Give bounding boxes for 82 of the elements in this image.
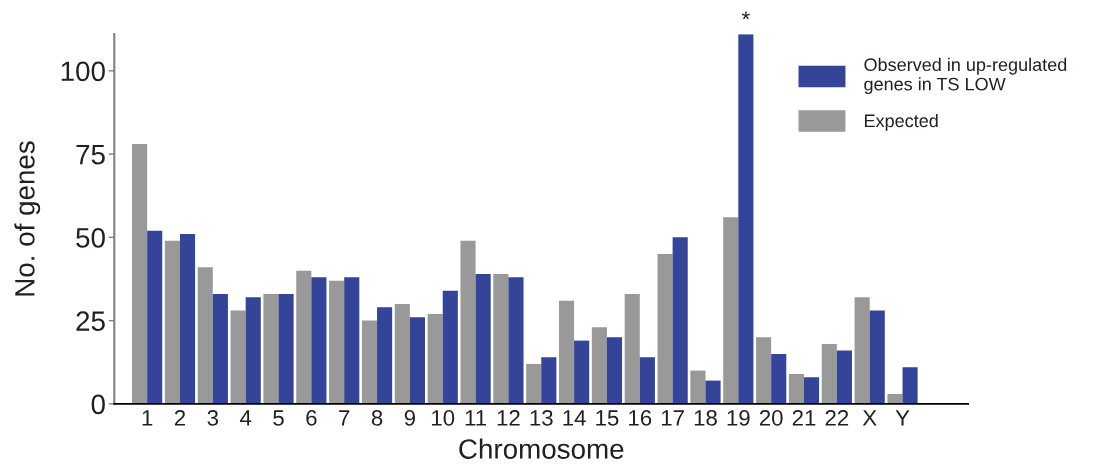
bar xyxy=(821,343,837,404)
bar xyxy=(230,310,246,404)
x-tick-label: 16 xyxy=(629,410,652,426)
bar xyxy=(329,280,345,404)
bar xyxy=(427,313,443,404)
bar xyxy=(179,234,196,404)
bar xyxy=(591,327,607,404)
x-tick-label: 14 xyxy=(563,410,586,426)
y-tick-label: 100 xyxy=(61,61,105,82)
bar xyxy=(541,357,557,404)
x-tick-label: 6 xyxy=(306,410,317,426)
bar xyxy=(869,310,885,404)
bar xyxy=(197,267,213,404)
bar xyxy=(836,350,852,404)
bar xyxy=(377,307,393,404)
y-tick-label: 75 xyxy=(76,145,105,165)
bar xyxy=(278,293,294,404)
bar xyxy=(738,34,754,404)
bar xyxy=(475,273,491,404)
bar xyxy=(344,277,360,404)
bar xyxy=(771,353,787,404)
bar xyxy=(311,277,327,404)
x-tick-label: 11 xyxy=(465,410,487,426)
bar xyxy=(409,317,425,404)
bar xyxy=(558,300,575,404)
x-tick-label: 8 xyxy=(371,410,383,426)
legend-label: Expected xyxy=(865,113,938,131)
x-tick-label: 3 xyxy=(207,410,219,426)
y-tick-label: 0 xyxy=(91,394,105,415)
bar xyxy=(672,237,688,404)
x-tick-label: 4 xyxy=(240,410,252,426)
y-axis-title: No. of genes xyxy=(14,141,41,296)
bar xyxy=(460,240,476,404)
bar xyxy=(756,337,772,404)
bar xyxy=(606,337,623,404)
x-tick-label: 19 xyxy=(727,410,750,426)
x-tick-label: 22 xyxy=(825,410,849,426)
bar xyxy=(854,297,870,404)
bar xyxy=(705,380,721,404)
bar xyxy=(902,367,918,404)
bar xyxy=(723,217,739,404)
bar xyxy=(245,297,261,404)
bar xyxy=(394,303,410,404)
x-tick-label: 5 xyxy=(273,410,284,426)
x-tick-label: X xyxy=(862,410,877,426)
bar xyxy=(690,370,706,404)
x-tick-label: 21 xyxy=(792,410,816,426)
x-tick-label: 10 xyxy=(432,410,455,426)
bar xyxy=(526,363,542,404)
bar xyxy=(132,144,148,404)
bar xyxy=(508,277,524,404)
y-tick-label: 25 xyxy=(76,311,105,331)
x-tick-label: 15 xyxy=(596,410,619,426)
bar xyxy=(624,293,640,404)
bar xyxy=(574,340,590,404)
x-tick-label: 13 xyxy=(530,410,553,426)
x-tick-label: 9 xyxy=(404,410,416,426)
bar xyxy=(164,240,180,404)
bar xyxy=(788,373,804,404)
x-tick-label: 12 xyxy=(497,410,520,426)
bar xyxy=(804,377,820,404)
bar xyxy=(212,293,228,404)
bar xyxy=(263,293,279,404)
bar xyxy=(657,254,673,404)
x-tick-label: 20 xyxy=(759,410,783,426)
legend-label: Observed in up-regulated genes in TS LOW xyxy=(864,57,1067,95)
x-tick-label: 18 xyxy=(694,410,717,426)
x-tick-label: 1 xyxy=(142,410,153,426)
bar xyxy=(361,320,378,404)
bar xyxy=(887,393,903,404)
bar xyxy=(493,273,509,404)
bar xyxy=(147,230,163,404)
x-tick-label: 7 xyxy=(339,410,350,426)
x-axis-title: Chromosome xyxy=(459,438,624,459)
bar xyxy=(639,357,655,404)
bar xyxy=(442,290,458,404)
y-tick-label: 50 xyxy=(76,228,105,248)
x-tick-label: Y xyxy=(895,410,910,426)
annotation: * xyxy=(741,11,750,20)
x-tick-label: 17 xyxy=(661,410,684,426)
x-tick-label: 2 xyxy=(174,410,186,426)
bar xyxy=(296,270,312,404)
